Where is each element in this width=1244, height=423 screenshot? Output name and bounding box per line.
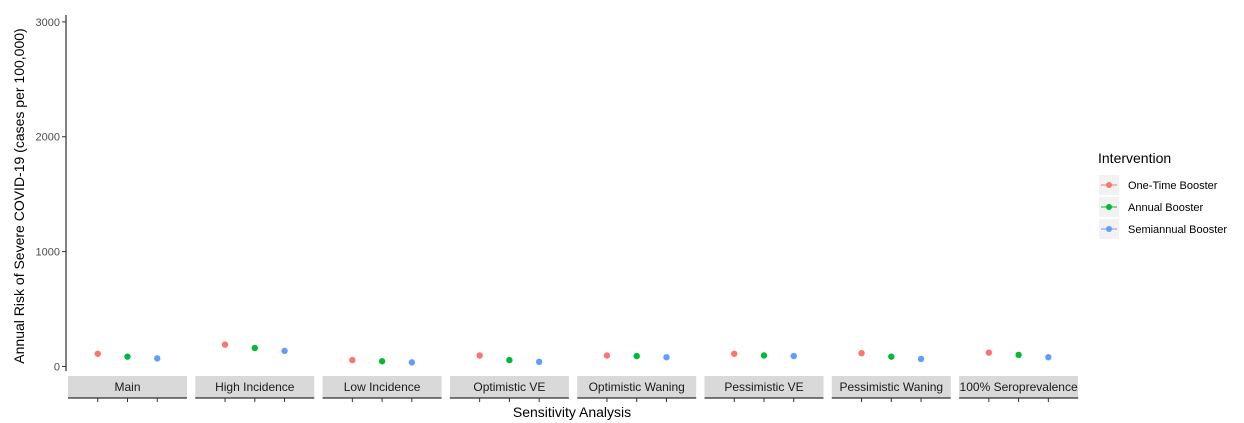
facet-strip-label: Pessimistic VE xyxy=(724,380,803,394)
data-point xyxy=(731,350,738,357)
data-point xyxy=(603,352,611,359)
legend-item: One-Time Booster xyxy=(1099,175,1218,195)
data-point xyxy=(506,356,513,364)
facet-strip-label: Pessimistic Waning xyxy=(840,380,944,394)
data-point xyxy=(760,352,768,359)
data-point xyxy=(251,344,258,352)
y-tick-label: 2000 xyxy=(36,132,60,144)
facet-panels: Main High Incidence Low Incidence Optimisti… xyxy=(68,376,1079,402)
y-axis: 0 1000 2000 3000 xyxy=(36,15,67,373)
data-point xyxy=(535,358,543,366)
data-point xyxy=(281,347,288,355)
facet-strip xyxy=(195,376,315,398)
legend-key-point xyxy=(1106,226,1112,232)
legend-label: Semiannual Booster xyxy=(1128,224,1227,236)
x-axis-title: Sensitivity Analysis xyxy=(513,404,631,420)
data-point xyxy=(378,358,386,365)
data-point xyxy=(633,352,640,360)
facet-panel: Optimistic VE xyxy=(449,376,569,402)
facet-strip xyxy=(704,376,824,398)
facet-panel: Pessimistic VE xyxy=(704,376,824,402)
facet-strip xyxy=(831,376,951,398)
data-point xyxy=(888,353,895,360)
facet-panel: Low Incidence xyxy=(322,376,442,402)
data-points xyxy=(94,341,1052,366)
legend-label: One-Time Booster xyxy=(1128,180,1218,192)
data-point xyxy=(985,349,993,356)
facet-strip-label: High Incidence xyxy=(215,380,295,394)
legend-label: Annual Booster xyxy=(1128,202,1204,214)
facet-strip-label: Optimistic Waning xyxy=(589,380,685,394)
legend-item: Semiannual Booster xyxy=(1099,219,1227,239)
facet-panel: Main xyxy=(68,376,187,402)
facet-panel: 100% Seroprevalence xyxy=(959,376,1079,402)
legend-item: Annual Booster xyxy=(1099,197,1204,217)
data-point xyxy=(476,352,483,359)
data-point xyxy=(94,350,101,357)
data-point xyxy=(408,359,416,366)
data-point xyxy=(154,355,161,362)
facet-strip-label: Low Incidence xyxy=(344,380,421,394)
y-axis-title: Annual Risk of Severe COVID-19 (cases pe… xyxy=(11,28,27,363)
legend-key-point xyxy=(1106,182,1112,188)
facet-panel: Optimistic Waning xyxy=(577,376,697,402)
legend-key-point xyxy=(1106,204,1112,210)
facet-strip xyxy=(959,376,1079,398)
facet-strip xyxy=(322,376,442,398)
legend-title: Intervention xyxy=(1098,150,1171,166)
facet-panel: Pessimistic Waning xyxy=(831,376,951,402)
facet-panel: High Incidence xyxy=(195,376,315,402)
data-point xyxy=(917,355,925,363)
y-tick-label: 0 xyxy=(54,361,60,373)
facet-strip xyxy=(68,376,187,398)
data-point xyxy=(349,356,356,364)
data-point xyxy=(124,353,131,360)
data-point xyxy=(790,352,797,360)
y-tick-label: 1000 xyxy=(36,247,60,259)
facet-strip-label: Main xyxy=(114,380,140,394)
data-point xyxy=(1015,351,1022,359)
facet-strip xyxy=(577,376,697,398)
facet-strip xyxy=(449,376,569,398)
y-tick-label: 3000 xyxy=(36,17,60,29)
data-point xyxy=(221,341,229,348)
data-point xyxy=(858,350,865,357)
facet-strip-label: Optimistic VE xyxy=(473,380,545,394)
facet-strip-label: 100% Seroprevalence xyxy=(960,380,1078,394)
data-point xyxy=(663,354,670,361)
data-point xyxy=(1045,354,1052,361)
legend: Intervention One-Time Booster Annual Boos… xyxy=(1098,150,1227,239)
